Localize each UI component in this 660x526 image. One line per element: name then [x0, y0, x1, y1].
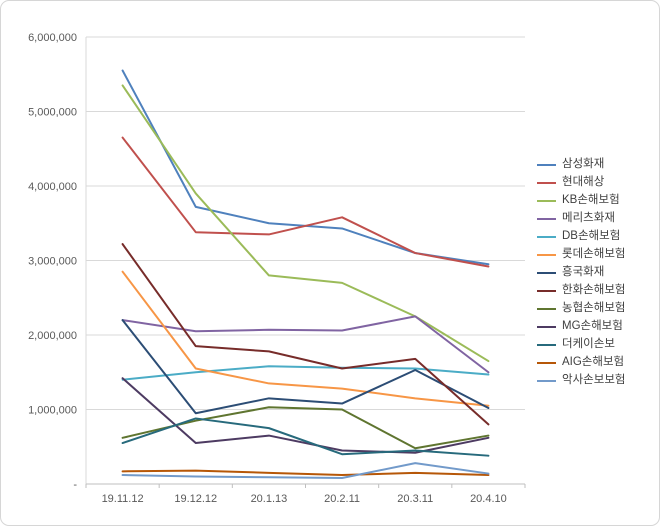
legend-line-marker	[537, 289, 556, 292]
legend-item-13: 악사손보보험	[537, 374, 625, 387]
y-axis-label: 6,000,000	[28, 32, 77, 44]
legend-label: 메리츠화재	[562, 212, 615, 224]
y-axis-label: 2,000,000	[28, 330, 77, 342]
legend-line-marker	[537, 307, 556, 310]
x-axis-label: 20.4.10	[470, 493, 507, 505]
legend-label: 삼성화재	[562, 158, 605, 170]
legend-label: 악사손보보험	[562, 374, 626, 386]
y-axis-label: -	[73, 479, 77, 491]
legend-label: 농협손해보험	[562, 302, 626, 314]
series-line-5	[121, 365, 490, 381]
legend-item-11: 더케이손보	[537, 338, 625, 351]
x-axis-label: 20.2.11	[324, 493, 360, 505]
legend-label: KB손해보험	[562, 194, 620, 206]
series-line-13	[121, 462, 490, 480]
legend-line-marker	[537, 325, 556, 328]
legend-line-marker	[537, 235, 556, 238]
legend-label: 흥국화재	[562, 266, 605, 278]
series-line-12	[121, 469, 490, 477]
legend-item-2: 현대해상	[537, 176, 625, 189]
legend-label: 현대해상	[562, 176, 605, 188]
legend-item-4: 메리츠화재	[537, 212, 625, 225]
series-line-2	[121, 136, 490, 268]
legend-line-marker	[537, 379, 556, 382]
legend-line-marker	[537, 199, 556, 202]
legend-label: 더케이손보	[562, 338, 615, 350]
legend-label: MG손해보험	[562, 320, 623, 332]
legend-item-9: 농협손해보험	[537, 302, 625, 315]
legend-line-marker	[537, 217, 556, 220]
y-axis-label: 3,000,000	[28, 256, 77, 268]
legend-line-marker	[537, 253, 556, 256]
series-line-8	[121, 243, 490, 426]
series-line-6	[121, 270, 490, 407]
legend-line-marker	[537, 163, 556, 166]
series-line-7	[121, 319, 490, 415]
x-axis-label: 20.1.13	[251, 493, 288, 505]
y-axis-label: 1,000,000	[28, 405, 77, 417]
legend-item-7: 흥국화재	[537, 266, 625, 279]
legend-line-marker	[537, 271, 556, 274]
legend-item-10: MG손해보험	[537, 320, 625, 333]
legend-label: 한화손해보험	[562, 284, 626, 296]
legend-label: DB손해보험	[562, 230, 621, 242]
legend-item-8: 한화손해보험	[537, 284, 625, 297]
legend-line-marker	[537, 181, 556, 184]
legend-item-1: 삼성화재	[537, 158, 625, 171]
y-axis-label: 4,000,000	[28, 181, 77, 193]
legend-item-3: KB손해보험	[537, 194, 625, 207]
legend-label: 롯데손해보험	[562, 248, 626, 260]
x-axis-label: 19.12.12	[174, 493, 217, 505]
x-axis-label: 20.3.11	[397, 493, 433, 505]
series-line-11	[121, 417, 490, 457]
series-line-10	[121, 377, 490, 454]
y-axis-label: 5,000,000	[28, 107, 77, 119]
legend-line-marker	[537, 361, 556, 364]
legend-item-5: DB손해보험	[537, 230, 625, 243]
legend-item-6: 롯데손해보험	[537, 248, 625, 261]
legend-label: AIG손해보험	[562, 356, 625, 368]
series-line-3	[121, 84, 490, 363]
legend-item-12: AIG손해보험	[537, 356, 625, 369]
x-axis-label: 19.11.12	[102, 493, 144, 505]
legend-line-marker	[537, 343, 556, 346]
